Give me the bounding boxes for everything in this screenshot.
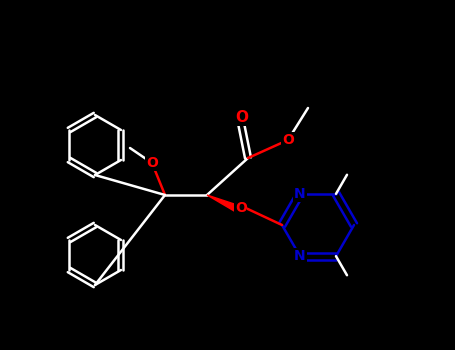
Text: O: O [236, 111, 248, 126]
Text: O: O [146, 156, 158, 170]
Polygon shape [207, 195, 238, 212]
Text: O: O [282, 133, 294, 147]
Text: N: N [294, 249, 306, 263]
Text: O: O [235, 202, 247, 216]
Text: N: N [294, 187, 306, 201]
